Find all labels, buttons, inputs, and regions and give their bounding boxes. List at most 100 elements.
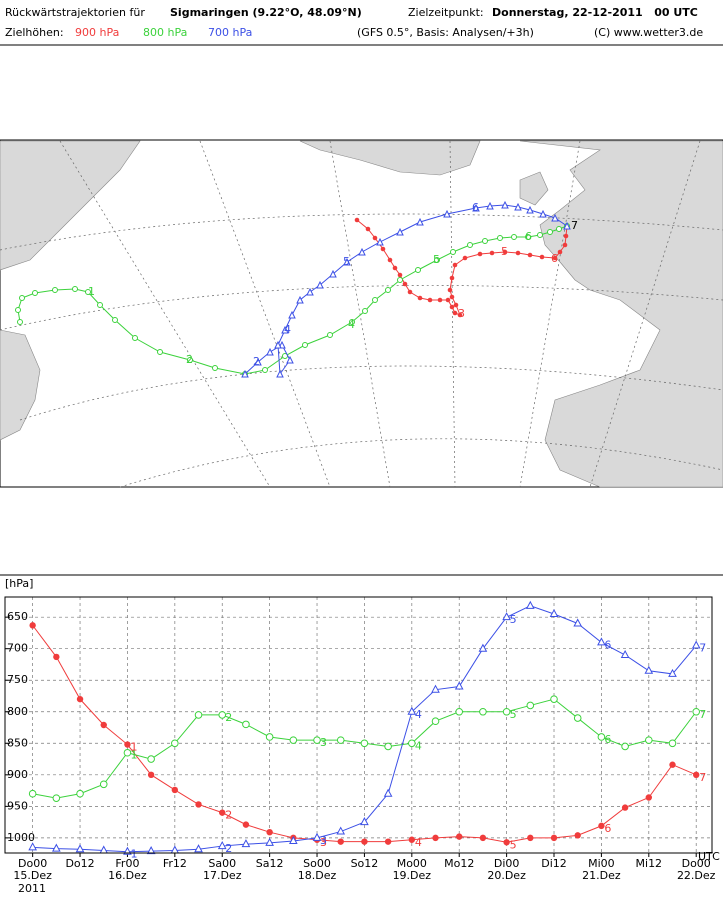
point: [693, 771, 700, 779]
day-label: 2: [225, 809, 232, 822]
point: [194, 844, 203, 853]
point: [574, 832, 581, 839]
point: [456, 833, 463, 840]
map-day-label: 4: [284, 323, 291, 336]
point: [288, 835, 298, 845]
point: [313, 736, 321, 744]
point: [100, 721, 107, 729]
point: [146, 846, 156, 855]
point: [123, 748, 132, 757]
point: [29, 622, 36, 629]
point: [597, 733, 606, 741]
point: [218, 711, 227, 719]
point: [195, 801, 202, 808]
day-label: 7: [699, 708, 706, 721]
point: [620, 649, 630, 659]
x-tick-label: Sa00: [208, 857, 236, 870]
y-tick-label: 800: [7, 705, 28, 718]
date-label: 19.Dez: [393, 869, 432, 882]
x-tick-label: Do00: [18, 857, 47, 870]
y-tick-label: 900: [7, 768, 28, 781]
land: [299, 140, 481, 176]
day-label: 3: [320, 836, 327, 849]
point: [99, 780, 108, 789]
point: [337, 838, 344, 845]
point: [431, 684, 440, 693]
day-label: 5: [510, 613, 517, 626]
y-tick-label: 850: [7, 736, 28, 749]
point: [691, 640, 701, 649]
model-info: (GFS 0.5°, Basis: Analysen/+3h): [357, 26, 534, 39]
date-label: 18.Dez: [298, 869, 337, 882]
day-label: 5: [510, 838, 517, 851]
point: [219, 809, 226, 816]
x-tick-label: So12: [351, 857, 379, 870]
point: [550, 834, 558, 842]
date-label: 22.Dez: [677, 869, 716, 882]
point: [479, 834, 487, 842]
point: [242, 720, 250, 729]
point: [384, 742, 392, 751]
plot-frame: [4, 596, 713, 854]
point: [432, 834, 439, 842]
copyright: (C) www.wetter3.de: [594, 26, 703, 39]
point: [217, 841, 227, 850]
day-label: 6: [604, 733, 611, 746]
date-label: 15.Dez: [13, 869, 52, 882]
point: [645, 794, 653, 801]
point: [76, 695, 84, 703]
point: [668, 668, 677, 677]
point: [52, 794, 61, 802]
point: [692, 707, 701, 716]
day-label: 2: [225, 711, 232, 724]
point: [407, 706, 417, 715]
day-label: 6: [604, 638, 611, 651]
x-tick-label: Sa12: [256, 857, 284, 870]
y-tick-label: 750: [7, 673, 28, 686]
point: [28, 789, 37, 798]
day-label: 4: [415, 708, 422, 721]
date-label: 16.Dez: [108, 869, 147, 882]
point: [194, 711, 203, 719]
point: [503, 839, 510, 846]
day-label: 1: [130, 749, 137, 762]
map-day-label: 2: [186, 353, 193, 366]
title-location: Sigmaringen (9.22°O, 48.09°N): [170, 6, 362, 19]
day-label: 1: [130, 741, 137, 754]
y-tick-label: 1000: [7, 831, 35, 844]
date-label: 20.Dez: [487, 869, 526, 882]
map-day-label: 5: [343, 255, 350, 268]
point: [550, 695, 558, 703]
x-tick-label: Mi00: [588, 857, 615, 870]
point: [549, 608, 559, 618]
point: [621, 804, 629, 811]
trajectory-700: [245, 205, 567, 374]
x-tick-label: Mi12: [636, 857, 663, 870]
day-label: 5: [510, 708, 517, 721]
date-label: 17.Dez: [203, 869, 242, 882]
point: [266, 828, 273, 836]
day-label: 1: [130, 848, 137, 861]
point: [598, 822, 605, 830]
point: [171, 786, 179, 794]
level-900: 900 hPa: [75, 26, 119, 39]
point: [265, 837, 274, 846]
point: [312, 832, 322, 841]
point: [124, 741, 131, 748]
point: [147, 755, 155, 763]
point: [645, 736, 653, 744]
point: [170, 845, 180, 854]
point: [455, 707, 464, 716]
target-label: Zielzeitpunkt:: [408, 6, 484, 19]
x-tick-label: Di12: [541, 857, 567, 870]
header: Rückwärtstrajektorien für Sigmaringen (9…: [0, 6, 723, 46]
map-day-label: 5: [501, 245, 508, 258]
point: [502, 707, 511, 716]
map-day-label: 3: [458, 307, 465, 320]
day-label: 7: [699, 771, 706, 784]
x-tick-label: Mo12: [444, 857, 474, 870]
level-700: 700 hPa: [208, 26, 252, 39]
map-day-label: 7: [571, 219, 578, 232]
point: [408, 739, 416, 748]
